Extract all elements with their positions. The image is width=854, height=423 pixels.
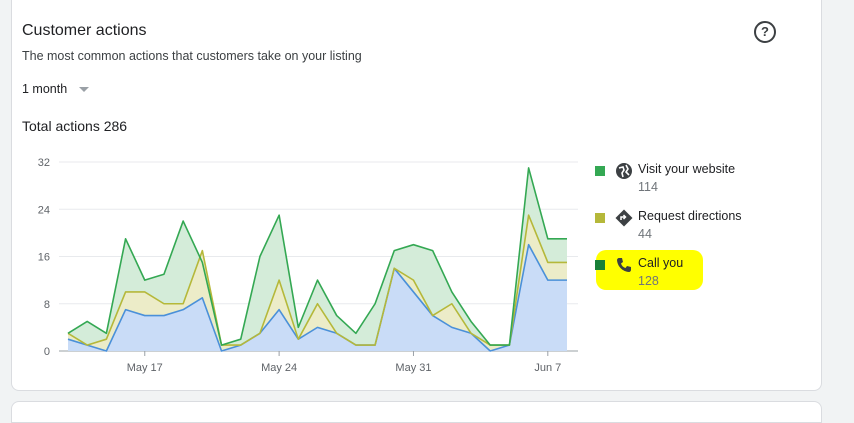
y-tick-label: 16 — [38, 252, 50, 264]
legend-label: Request directions — [638, 209, 742, 223]
card-subtitle: The most common actions that customers t… — [22, 49, 362, 63]
legend-highlight — [596, 250, 703, 290]
area-call-you — [68, 244, 567, 351]
x-tick-label: Jun 7 — [534, 362, 561, 374]
legend-label: Visit your website — [638, 162, 736, 176]
series-line-request-directions — [67, 214, 567, 346]
x-tick-label: May 31 — [395, 362, 431, 374]
y-tick-label: 24 — [38, 204, 50, 216]
legend-count: 128 — [638, 274, 659, 288]
series-line-visit-your-website — [67, 167, 567, 346]
period-dropdown[interactable]: 1 month — [22, 82, 90, 96]
x-tick-label: May 24 — [261, 362, 297, 374]
y-tick-label: 8 — [44, 299, 50, 311]
legend-swatch — [595, 166, 605, 176]
caret-down-icon — [79, 87, 90, 93]
globe-icon — [616, 163, 632, 179]
legend-label: Call you — [638, 256, 684, 270]
legend-count: 44 — [638, 227, 652, 241]
total-actions: Total actions 286 — [22, 118, 128, 134]
card-title: Customer actions — [22, 22, 147, 39]
series-line-call-you — [67, 243, 567, 352]
help-circle-icon[interactable]: ? — [754, 21, 776, 43]
legend-swatch — [595, 260, 605, 270]
y-tick-label: 32 — [38, 157, 50, 169]
phone-icon — [617, 258, 631, 272]
actions-chart: 0 8 16 24 32 May 17 May 24 May 31 Jun 7 — [38, 157, 578, 374]
legend-swatch — [595, 213, 605, 223]
y-tick-label: 0 — [44, 346, 50, 358]
directions-icon — [615, 209, 633, 227]
period-dropdown-value: 1 month — [22, 82, 68, 96]
x-tick-label: May 17 — [127, 362, 163, 374]
legend-count: 114 — [638, 180, 658, 194]
